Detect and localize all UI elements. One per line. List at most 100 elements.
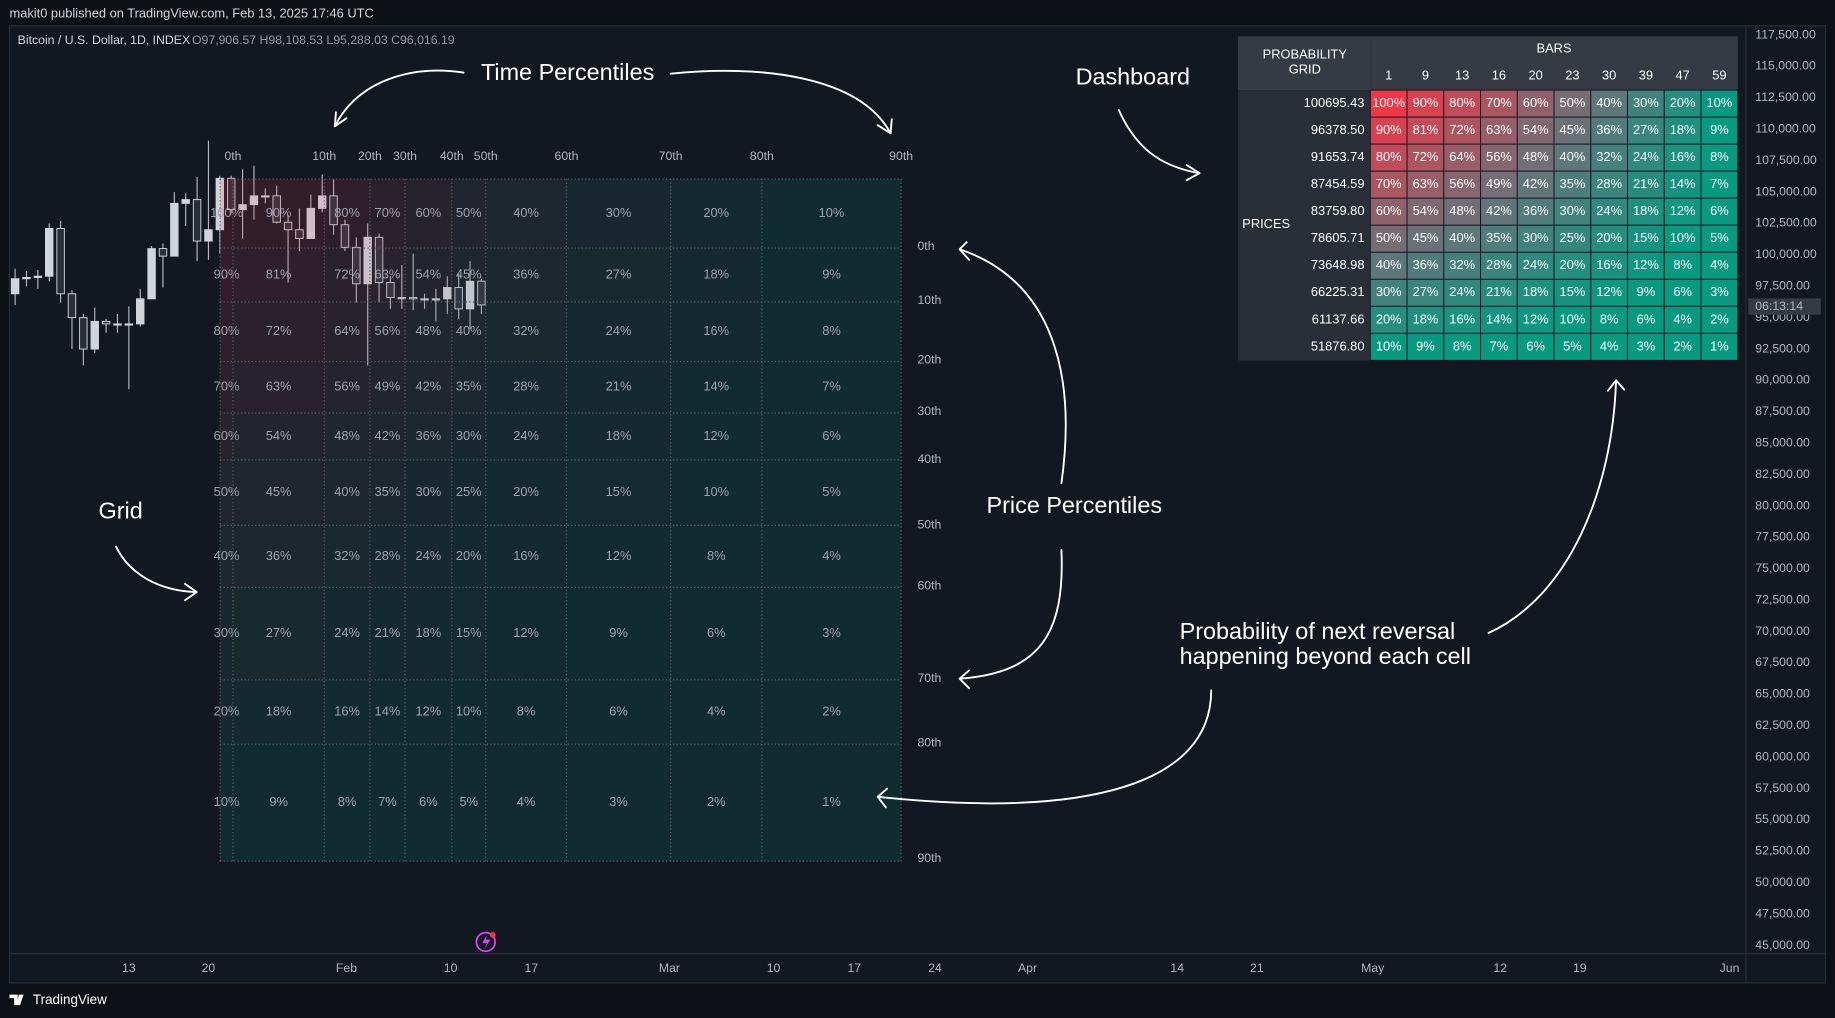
grid-cell-label: 4% bbox=[822, 548, 841, 563]
dashboard-cell-label: 70% bbox=[1486, 95, 1512, 110]
arrow bbox=[333, 69, 465, 128]
price-axis-label: 115,000.00 bbox=[1755, 59, 1816, 73]
grid-cell-label: 14% bbox=[375, 703, 401, 718]
bars-header: 59 bbox=[1712, 67, 1726, 82]
dashboard-cell-label: 40% bbox=[1449, 230, 1475, 245]
grid-cell-label: 27% bbox=[606, 266, 632, 281]
dashboard-cell-label: 81% bbox=[1413, 122, 1439, 137]
time-axis-label: 10 bbox=[444, 961, 458, 975]
candle-body bbox=[283, 221, 293, 231]
dashboard-cell-label: 9% bbox=[1637, 284, 1656, 299]
grid-cell-label: 40% bbox=[456, 323, 482, 338]
annotation-time-percentiles: Time Percentiles bbox=[481, 59, 654, 85]
grid-cell bbox=[485, 179, 567, 249]
price-percentile-label: 70th bbox=[918, 671, 942, 685]
dashboard-cell bbox=[1369, 278, 1408, 307]
countdown-box bbox=[1748, 298, 1821, 315]
grid-cell-label: 27% bbox=[266, 625, 292, 640]
grid-cell bbox=[232, 525, 325, 588]
dashboard-cell bbox=[1590, 116, 1628, 145]
dashboard-cell-label: 45% bbox=[1560, 122, 1586, 137]
candle-body bbox=[408, 297, 418, 300]
grid-cell bbox=[485, 679, 567, 745]
dashboard-cell-label: 24% bbox=[1523, 257, 1549, 272]
bars-header: 20 bbox=[1529, 67, 1543, 82]
candle-body bbox=[124, 323, 134, 326]
grid-cell bbox=[670, 413, 762, 460]
time-axis-label: 10 bbox=[767, 961, 781, 975]
dashboard-cell-label: 27% bbox=[1633, 122, 1659, 137]
dashboard-cell-label: 6% bbox=[1673, 284, 1692, 299]
dashboard-cell-label: 3% bbox=[1710, 284, 1729, 299]
alert-icon[interactable] bbox=[475, 931, 496, 953]
bars-header: 23 bbox=[1565, 67, 1579, 82]
grid-cell-label: 16% bbox=[334, 703, 360, 718]
grid-cell-label: 72% bbox=[334, 266, 360, 281]
dashboard-cell-label: 100% bbox=[1372, 95, 1405, 110]
dashboard-cell bbox=[1480, 278, 1518, 307]
dashboard-cell-label: 49% bbox=[1486, 176, 1512, 191]
candle-body bbox=[158, 248, 168, 257]
grid-cell-label: 24% bbox=[416, 548, 442, 563]
arrow bbox=[958, 549, 1063, 689]
annotation-arrows bbox=[115, 69, 1626, 809]
grid-cell bbox=[485, 744, 567, 862]
dashboard-title: PROBABILITY bbox=[1263, 46, 1348, 61]
grid-cell-label: 28% bbox=[513, 379, 539, 394]
price-axis-label: 62,500.00 bbox=[1755, 718, 1810, 732]
probability-grid-overlay: 100% 90% 80% 70% 60% 50% 40% 30% 20% 10%90% 81% 72%… bbox=[210, 149, 941, 865]
candle-body bbox=[317, 195, 327, 209]
grid-cell-label: 35% bbox=[456, 379, 482, 394]
grid-cell bbox=[220, 179, 233, 249]
dashboard-cell-label: 90% bbox=[1413, 95, 1439, 110]
dashboard-cell-label: 32% bbox=[1449, 257, 1475, 272]
dashboard-cell-label: 36% bbox=[1413, 257, 1439, 272]
grid-cell bbox=[369, 248, 405, 302]
prices-label: PRICES bbox=[1242, 216, 1290, 231]
dashboard-cell bbox=[1516, 143, 1555, 172]
grid-cell bbox=[761, 179, 902, 249]
grid-cell bbox=[232, 361, 325, 414]
dashboard-cell-label: 20% bbox=[1376, 311, 1402, 326]
grid-cell-label: 45% bbox=[456, 266, 482, 281]
candle-body bbox=[363, 236, 372, 285]
grid-cell bbox=[324, 679, 370, 745]
dashboard-cell-label: 72% bbox=[1449, 122, 1475, 137]
dashboard-cell-label: 5% bbox=[1563, 338, 1582, 353]
grid-cell bbox=[232, 413, 325, 460]
dashboard-cell bbox=[1443, 305, 1482, 334]
price-axis-label: 75,000.00 bbox=[1755, 561, 1810, 575]
dashboard-cell-label: 42% bbox=[1523, 176, 1549, 191]
grid-cell bbox=[404, 459, 452, 526]
grid-cell bbox=[670, 179, 762, 249]
dashboard-cell-label: 9% bbox=[1416, 338, 1435, 353]
grid-cell-label: 50% bbox=[456, 205, 482, 220]
price-axis-label: 105,000.00 bbox=[1755, 184, 1817, 198]
grid-cell bbox=[220, 587, 233, 680]
time-axis-label: 21 bbox=[1250, 961, 1264, 975]
brand[interactable]: TradingView bbox=[9, 992, 107, 1007]
price-axis-label: 80,000.00 bbox=[1755, 498, 1810, 512]
dashboard-cell bbox=[1700, 332, 1739, 361]
price-axis-label: 50,000.00 bbox=[1755, 875, 1810, 889]
candle-body bbox=[79, 317, 88, 350]
grid-cell-label: 4% bbox=[517, 794, 536, 809]
grid-cell bbox=[566, 587, 671, 680]
grid-cell-label: 35% bbox=[375, 484, 401, 499]
dashboard-cell bbox=[1406, 251, 1445, 280]
dashboard-cell-label: 1% bbox=[1710, 338, 1729, 353]
grid-cell-label: 18% bbox=[703, 266, 729, 281]
dashboard-cell bbox=[1553, 224, 1592, 253]
dashboard-cell-label: 54% bbox=[1523, 122, 1549, 137]
grid-cell-label: 63% bbox=[266, 379, 292, 394]
price-percentile-label: 60th bbox=[918, 578, 942, 592]
dashboard-cell-label: 12% bbox=[1596, 284, 1622, 299]
candle-body bbox=[181, 199, 190, 204]
dashboard-cell bbox=[1663, 170, 1702, 199]
dashboard-cell-label: 9% bbox=[1710, 122, 1729, 137]
candle-body bbox=[306, 207, 316, 240]
dashboard-cell-label: 15% bbox=[1633, 230, 1659, 245]
dashboard-cell-label: 4% bbox=[1600, 338, 1619, 353]
dashboard-cell-label: 16% bbox=[1670, 149, 1696, 164]
time-percentile-label: 70th bbox=[659, 149, 683, 163]
